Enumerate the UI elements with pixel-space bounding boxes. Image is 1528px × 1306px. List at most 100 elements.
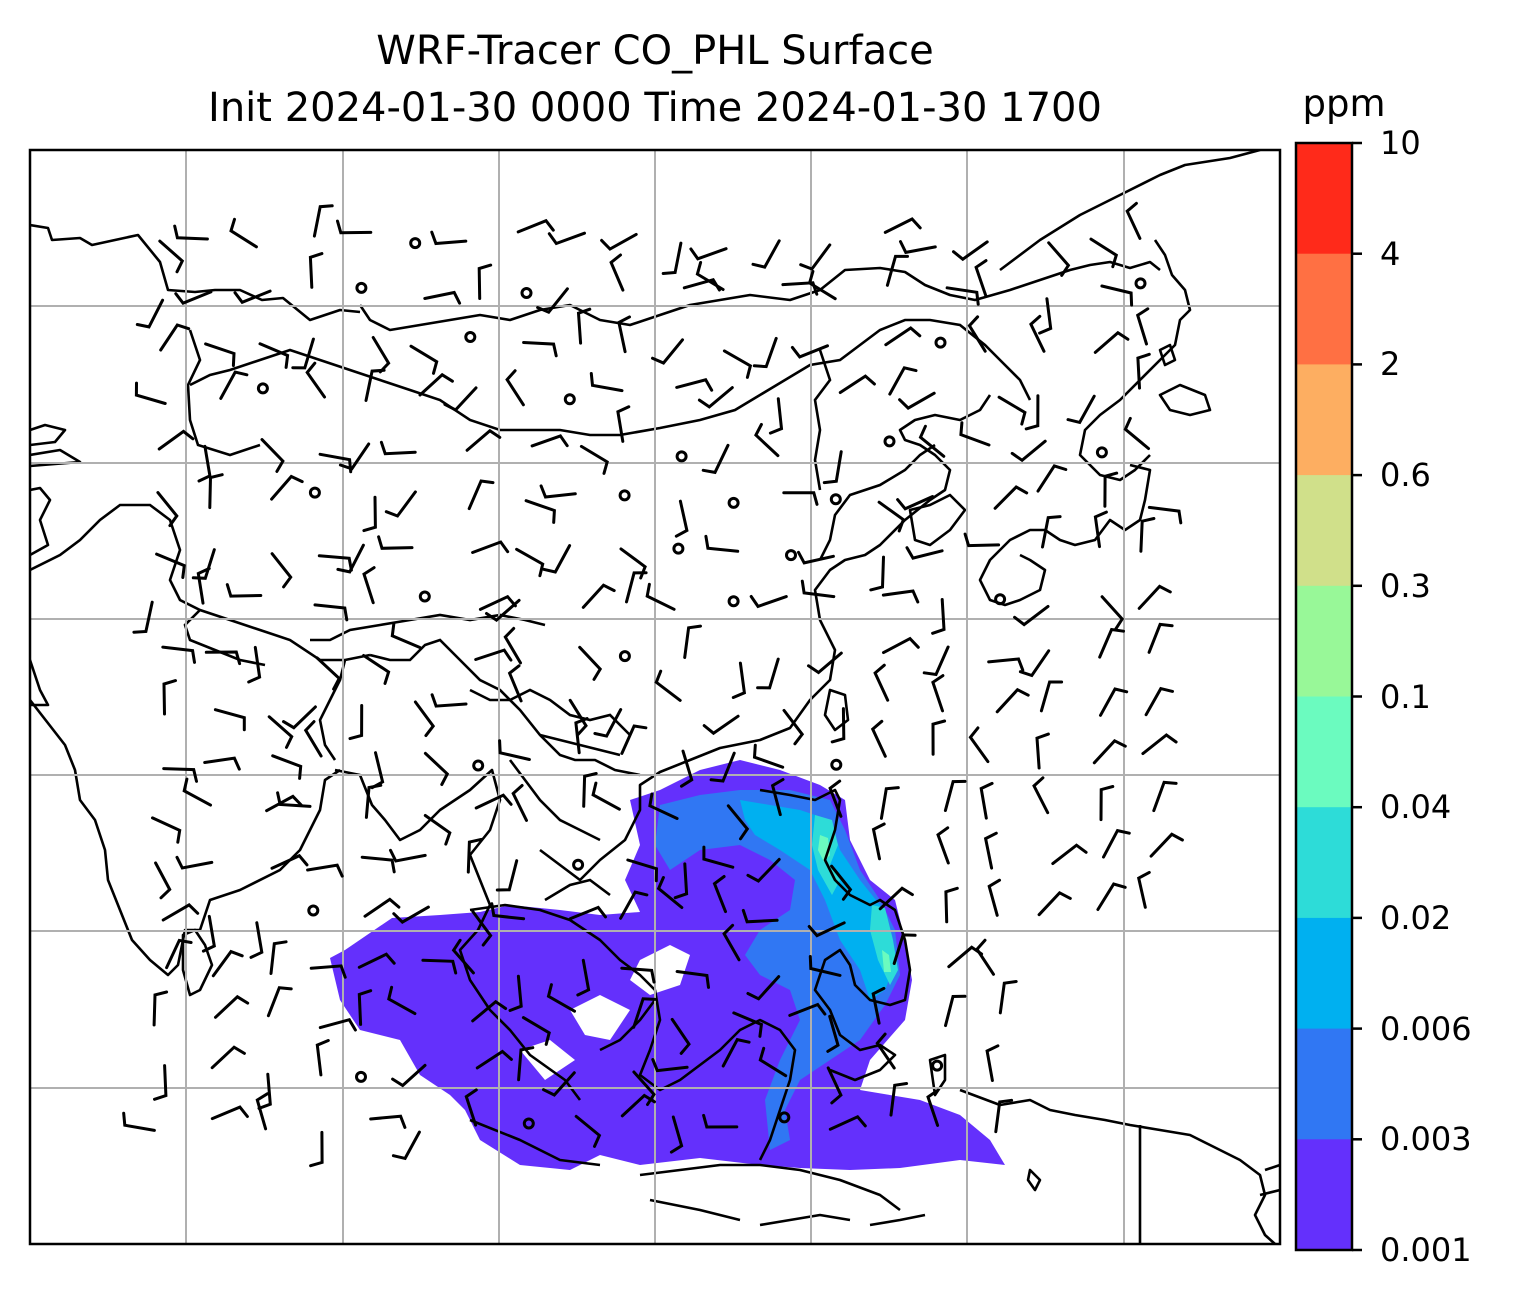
calm-wind-circle [307,904,320,917]
wind-barb [1029,314,1046,353]
calm-wind-circle [931,1059,944,1072]
wind-barb [617,315,631,354]
wind-barb [645,582,676,611]
wind-barb [680,749,694,788]
wind-barb [936,826,950,865]
wind-barb [1099,687,1129,717]
wind-barb [357,952,396,969]
wind-barb [702,845,735,869]
wind-barb [122,1111,156,1132]
wind-barb [994,1098,1014,1134]
wind-barb [210,1105,249,1121]
wind-barb [270,552,293,589]
wind-barb [336,543,365,574]
wind-barb [651,338,684,365]
wind-barb [423,751,450,786]
wind-barb [134,381,167,405]
wind-barb [173,224,209,241]
calm-wind-circle [675,450,688,463]
wind-barb [530,434,569,448]
wind-barb [276,791,312,808]
wind-barb [229,217,258,249]
colorbar-segment [1296,807,1352,919]
wind-barb [495,859,519,892]
wind-barb [675,970,710,989]
map-title-line2: Init 2024-01-30 0000 Time 2024-01-30 170… [208,85,1102,131]
calm-wind-circle [829,493,842,506]
calm-wind-circle [563,393,576,406]
wind-barb [828,779,843,818]
colorbar-unit: ppm [1302,82,1386,125]
map-title-line1: WRF-Tracer CO_PHL Surface [376,28,934,74]
calm-wind-circle [883,435,896,448]
wind-barb [1102,828,1131,859]
wind-barb [208,473,224,510]
wind-barb [1010,439,1047,463]
colorbar-segment [1296,475,1352,587]
wind-barb [430,230,468,246]
wind-barb [306,863,344,878]
wind-barb [265,794,303,813]
wind-barb [1024,394,1040,431]
wind-barb [204,650,242,666]
wind-barb [1139,517,1156,553]
wind-barb [312,204,334,238]
calm-wind-circle [1134,277,1147,290]
wind-barb [161,645,196,664]
wind-barb [808,955,842,977]
calm-wind-circle [830,758,843,771]
calm-wind-circle [994,593,1007,606]
wind-barb [430,693,468,708]
wind-barb [873,663,890,702]
wind-barb [884,326,922,347]
wind-barb [997,395,1027,426]
wind-barb [1137,584,1172,610]
wind-barb [159,323,191,352]
wind-barb [413,700,436,738]
wind-barb [539,484,577,499]
wind-barb [889,1082,909,1117]
wind-barb [995,687,1030,714]
wind-barb [826,1066,843,1105]
wind-barb [522,341,558,358]
plume-gap [570,995,630,1040]
wind-barb [979,781,994,820]
wind-barb [1100,284,1134,307]
wind-barb [1037,890,1072,917]
wind-barb [683,624,702,659]
colorbar-tick-label: 4 [1380,234,1401,273]
wind-barb [255,1092,269,1131]
wind-barb [975,938,995,976]
calm-wind-circle [520,287,533,299]
wind-barb [505,369,525,407]
wind-barb [790,344,829,359]
wind-barb [260,438,285,473]
wind-barb [387,985,417,1016]
wind-barb [1018,649,1051,678]
wind-barb [271,754,303,780]
wind-barb [305,361,326,399]
colorbar-segment [1296,917,1352,1030]
wind-barb [579,444,609,475]
wind-barb [363,897,401,918]
calm-wind-circle [1095,446,1108,459]
wind-barb [282,705,317,730]
wind-barb [892,933,917,965]
wind-barb [983,831,998,870]
wind-barb [751,239,781,269]
wind-barb [392,905,430,924]
wind-barb [154,861,172,900]
wind-barb [922,645,950,677]
wind-barb [959,421,991,447]
wind-barb [963,532,1001,548]
wind-barb [799,243,832,271]
wind-barb [626,858,659,883]
wind-barb [701,443,730,475]
plume-level-0.006 [740,800,895,1000]
plume-level-0.04 [882,950,891,972]
wind-barb [632,1070,656,1106]
wind-barb [574,1114,602,1148]
wind-barb [752,336,778,369]
wind-barb [524,499,556,524]
wind-barb [869,555,885,592]
